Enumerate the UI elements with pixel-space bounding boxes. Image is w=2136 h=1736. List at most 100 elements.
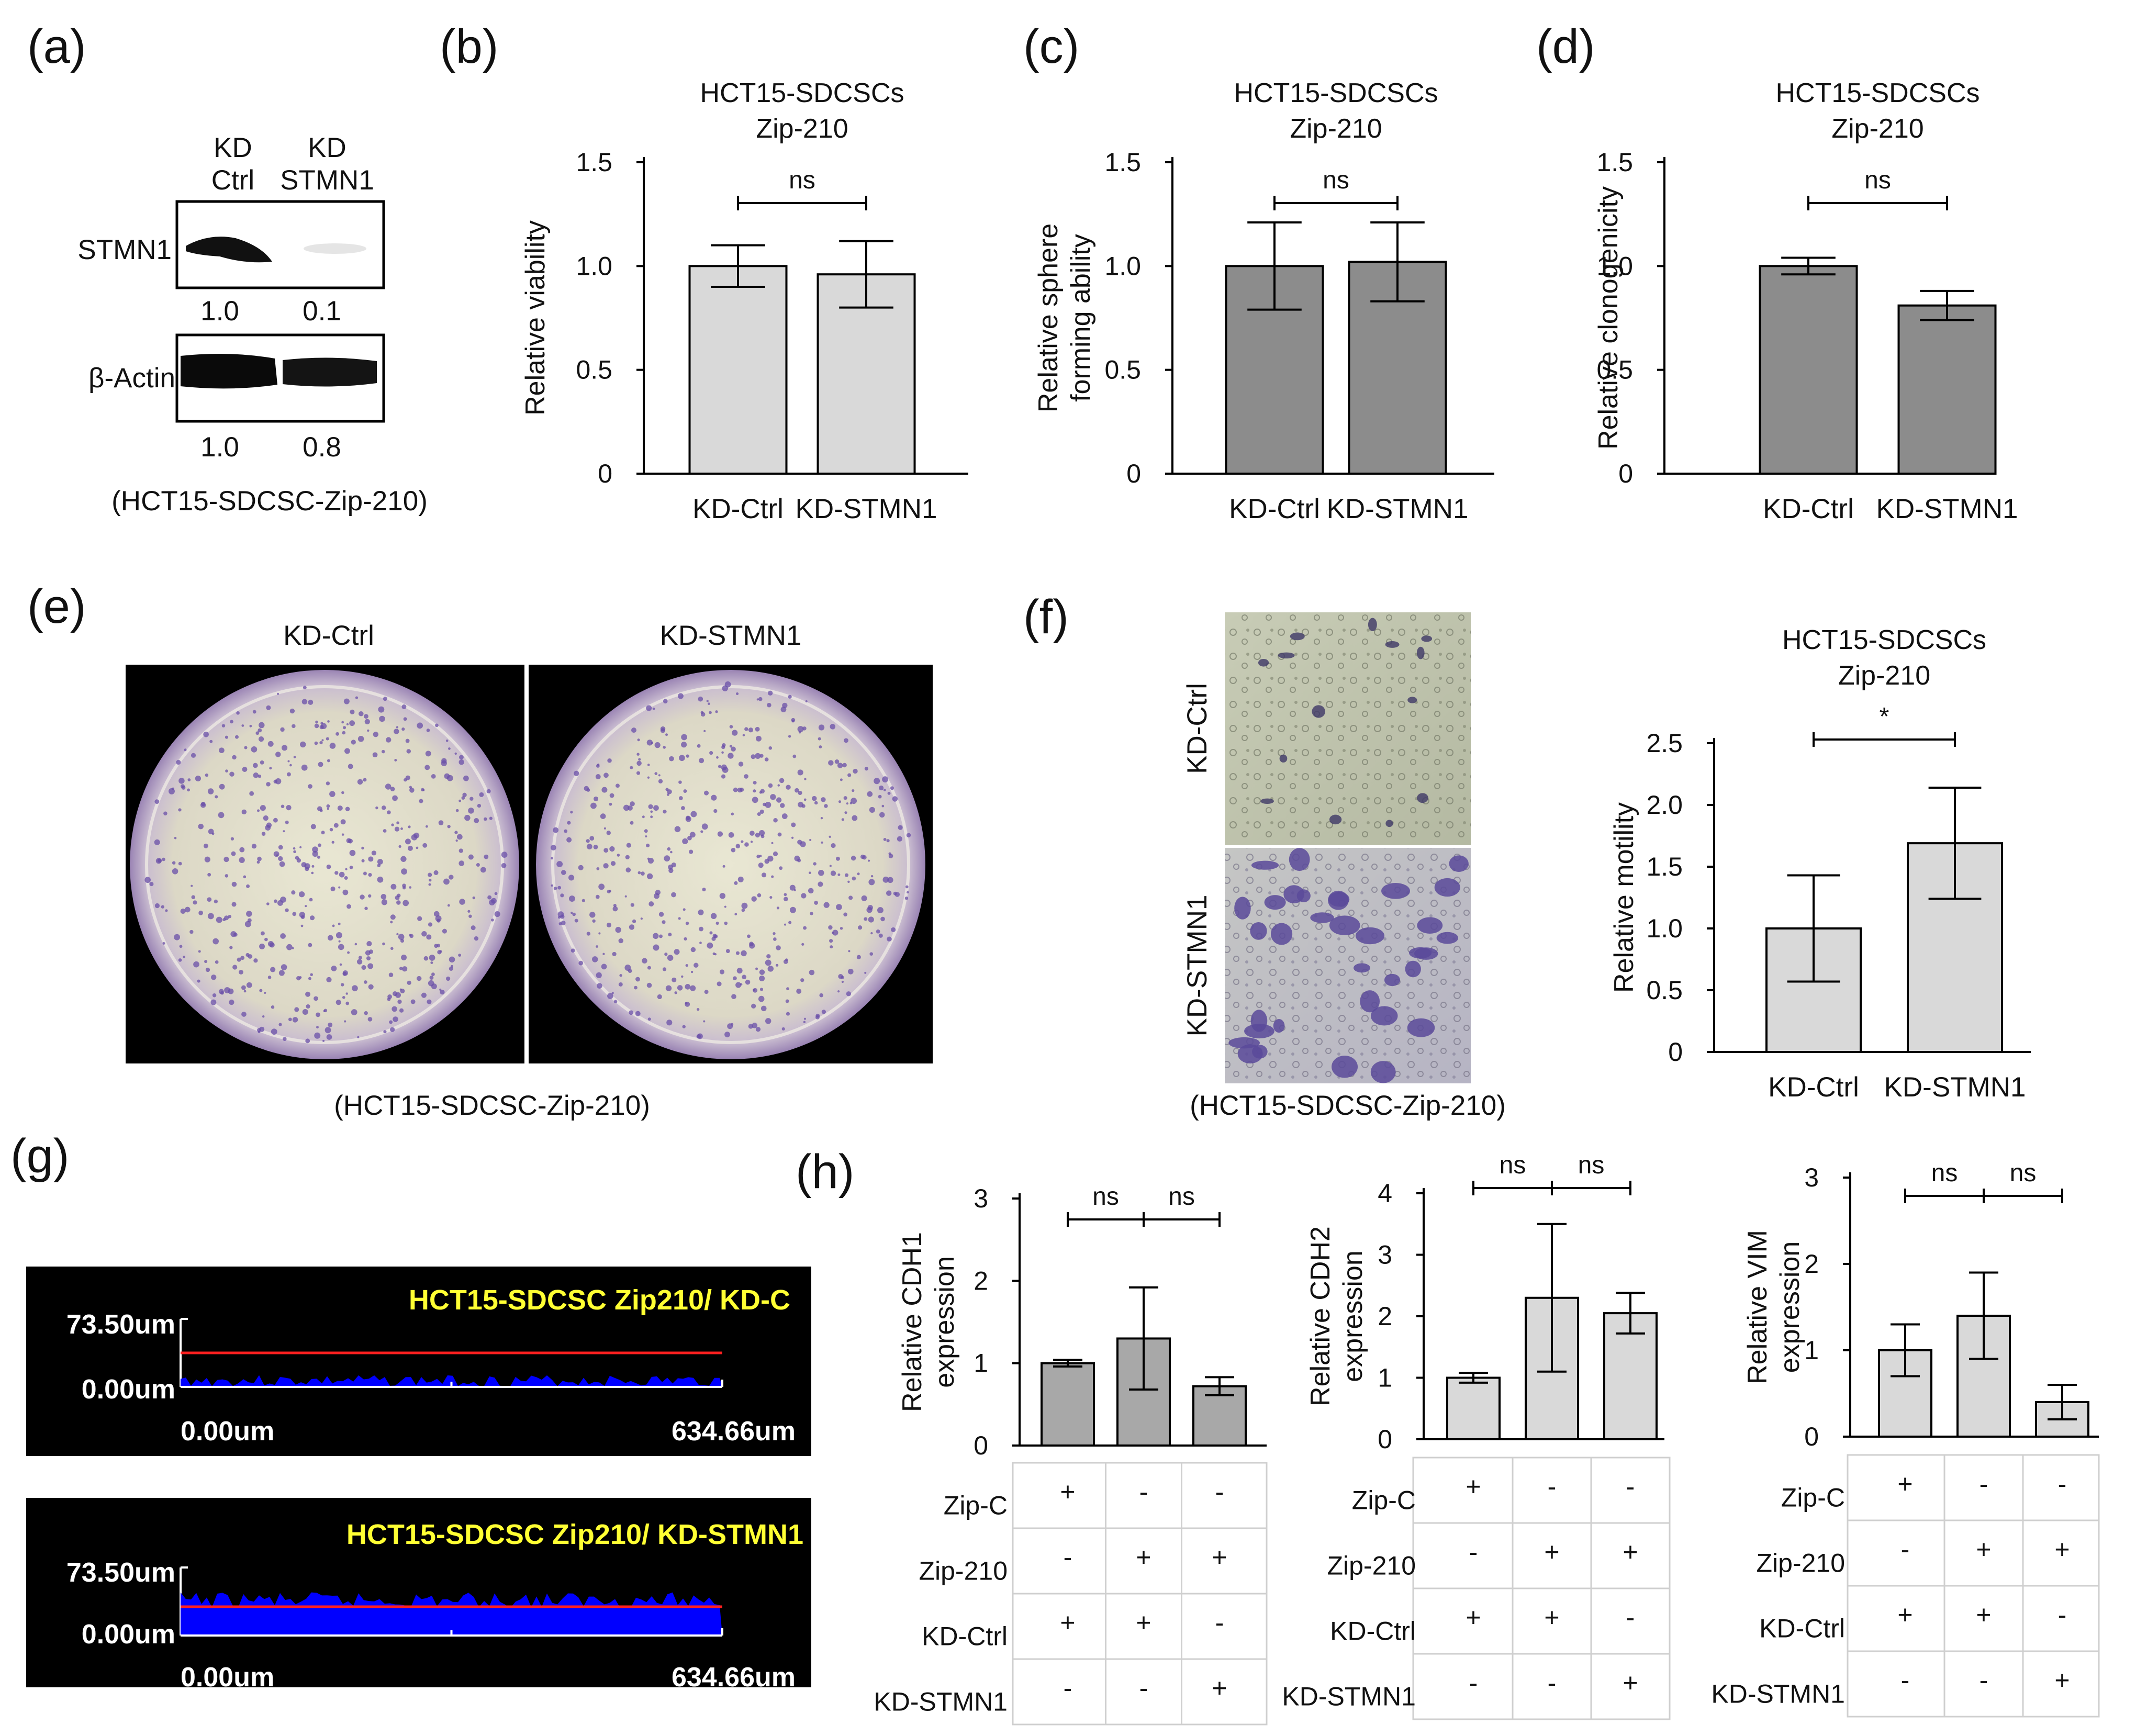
colony [381, 749, 385, 754]
text-line: Zip-210 [756, 114, 848, 144]
band-label-actin: β-Actin [88, 363, 175, 394]
colony [262, 1015, 265, 1018]
profile-title: HCT15-SDCSC Zip210/ KD-STMN1 [346, 1519, 803, 1550]
colony [767, 703, 771, 708]
colony [654, 893, 659, 899]
colony [703, 790, 709, 796]
colony [363, 778, 367, 782]
profile-ymin: 0.00um [82, 1619, 175, 1650]
colony [647, 857, 654, 864]
colony [784, 893, 787, 897]
colony [830, 870, 836, 876]
colony [431, 983, 437, 990]
colony [429, 878, 432, 882]
table-cell: - [1980, 1666, 1988, 1695]
colony [646, 873, 653, 880]
colony [681, 742, 687, 748]
colony [606, 831, 611, 835]
table-cell: + [1212, 1674, 1227, 1703]
colony [382, 942, 385, 946]
colony [487, 895, 492, 900]
colony [663, 746, 666, 749]
bar [1446, 1376, 1501, 1440]
colony [405, 738, 410, 743]
colony [714, 934, 718, 938]
colony [293, 850, 296, 854]
colony [449, 956, 455, 963]
colony [387, 998, 391, 1001]
x-category-label: KD-STMN1 [796, 494, 937, 524]
colony [640, 871, 645, 876]
band-actin-kd [283, 357, 377, 387]
colony [819, 993, 824, 998]
colony [666, 1020, 673, 1026]
colony [878, 794, 882, 799]
colony [747, 934, 751, 938]
colony [818, 737, 821, 741]
table-cell: - [1064, 1543, 1072, 1572]
colony [698, 696, 703, 702]
colony [400, 989, 405, 994]
colony [372, 752, 378, 758]
colony [646, 843, 650, 848]
colony [646, 740, 653, 746]
table-cell: + [1544, 1603, 1559, 1632]
colony [906, 833, 911, 838]
colony [267, 941, 274, 947]
colony [801, 943, 804, 946]
colony [367, 729, 370, 732]
colony [586, 844, 592, 849]
colony [253, 763, 258, 768]
colony [399, 1008, 404, 1013]
stained-cell [1355, 927, 1385, 945]
colony [752, 1023, 758, 1028]
colony [697, 1033, 703, 1039]
dish-kd-ctrl [130, 670, 519, 1059]
colony [216, 916, 222, 923]
colony [791, 720, 795, 723]
colony [330, 886, 336, 891]
colony [274, 899, 277, 903]
colony [193, 900, 197, 905]
colony [407, 980, 411, 985]
colony [755, 726, 760, 732]
colony [312, 846, 318, 853]
colony [876, 929, 880, 934]
colony [768, 690, 773, 696]
colony [805, 700, 808, 703]
colony [629, 1010, 634, 1015]
colony [178, 808, 182, 812]
colony [224, 915, 229, 921]
colony [218, 989, 224, 994]
colony [314, 996, 318, 1001]
colony [381, 805, 386, 810]
colony [734, 913, 737, 916]
colony [214, 899, 218, 904]
colony [444, 773, 450, 779]
colony [553, 827, 559, 833]
colony [299, 846, 302, 848]
stained-cell [1329, 915, 1360, 935]
colony [386, 737, 392, 743]
colony [818, 724, 825, 731]
colony [722, 767, 729, 773]
y-tick-label: 1 [974, 1349, 988, 1378]
colony [203, 731, 209, 737]
colony [241, 724, 244, 727]
colony [745, 979, 751, 985]
colony [215, 960, 219, 964]
colony [393, 1016, 398, 1022]
colony [808, 871, 811, 875]
colony [474, 936, 479, 941]
colony [894, 892, 900, 897]
colony [759, 791, 762, 794]
colony [292, 724, 296, 729]
colony [721, 774, 726, 779]
colony [773, 932, 776, 935]
colony [615, 926, 621, 933]
stained-cell [1449, 855, 1469, 872]
y-tick-label: 1 [1378, 1363, 1392, 1393]
colony [596, 764, 600, 768]
colony [228, 914, 232, 919]
